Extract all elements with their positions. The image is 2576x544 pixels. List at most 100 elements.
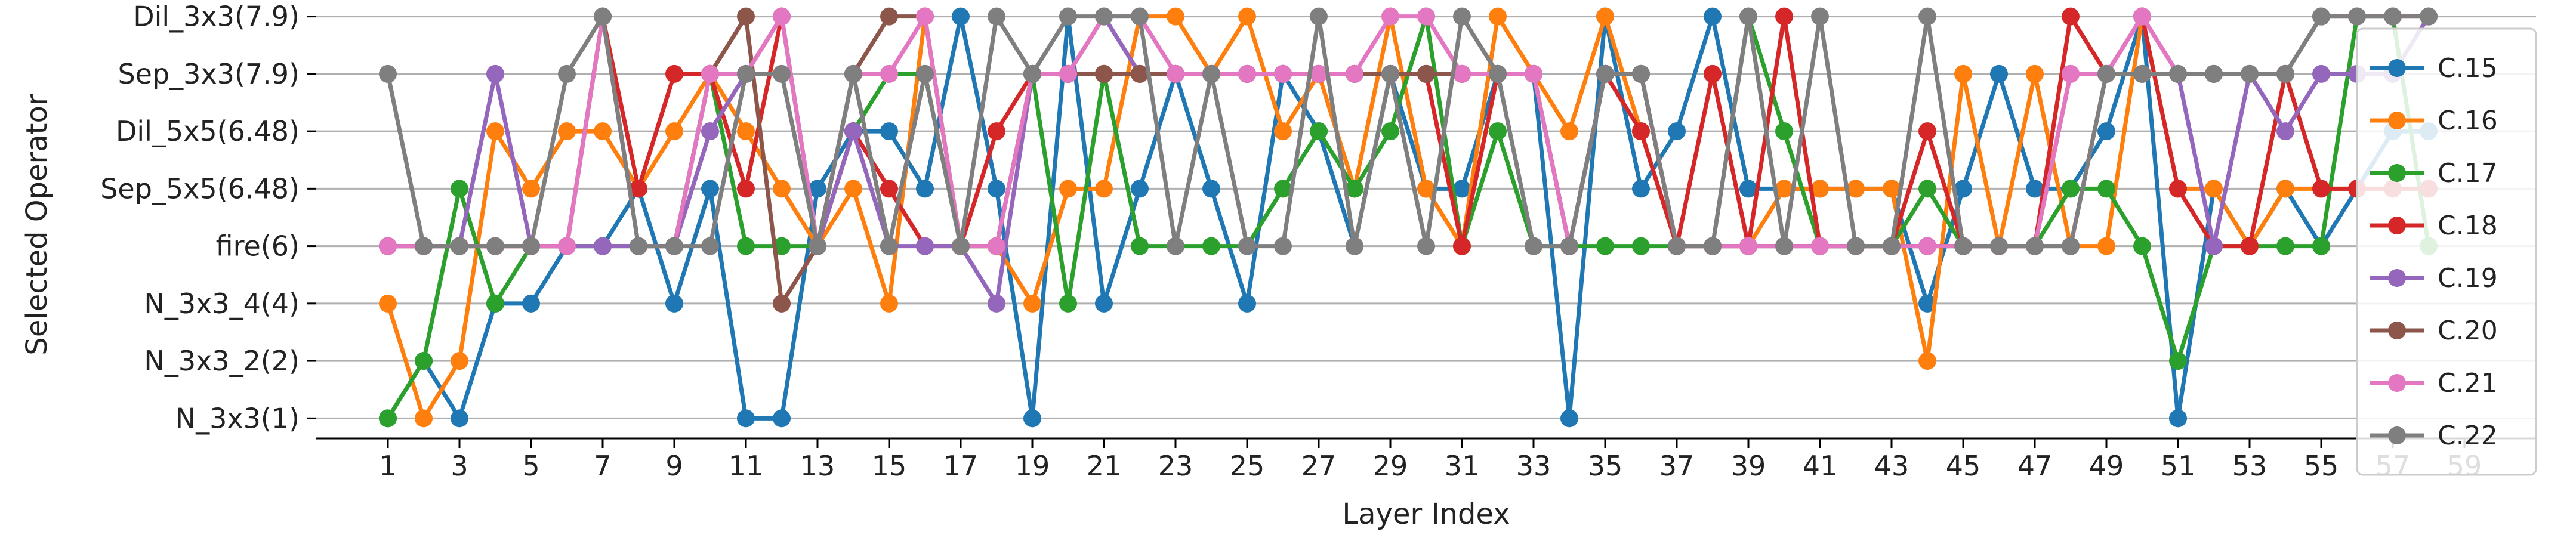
data-point — [594, 122, 612, 141]
data-point — [1560, 409, 1578, 428]
series-line — [385, 14, 2429, 249]
data-point — [2312, 64, 2330, 83]
data-point — [522, 180, 540, 198]
data-point — [1632, 237, 1650, 255]
data-point — [2205, 180, 2223, 198]
data-point — [1560, 237, 1578, 255]
data-point — [1095, 64, 1113, 83]
data-point — [630, 180, 647, 198]
x-tick-label: 9 — [665, 450, 683, 482]
data-point — [1167, 7, 1184, 26]
data-point — [594, 7, 612, 26]
data-point — [1453, 237, 1471, 255]
data-point — [1453, 64, 1471, 83]
data-point — [522, 294, 540, 313]
data-point — [916, 64, 934, 83]
data-point — [558, 64, 576, 83]
data-point — [451, 352, 468, 370]
data-point — [2133, 64, 2151, 83]
data-point — [844, 122, 862, 141]
data-point — [1131, 64, 1149, 83]
legend-label: C.20 — [2438, 316, 2498, 346]
data-point — [2169, 352, 2187, 370]
data-point — [1632, 180, 1650, 198]
data-point — [2276, 64, 2294, 83]
data-point — [880, 294, 898, 313]
data-point — [1238, 64, 1256, 83]
data-point — [1274, 180, 1292, 198]
data-point — [2205, 237, 2223, 255]
x-tick-label: 45 — [1946, 450, 1981, 482]
data-point — [2169, 409, 2187, 428]
data-point — [2133, 7, 2151, 26]
data-point — [2169, 64, 2187, 83]
data-point — [988, 122, 1005, 141]
x-tick-label: 3 — [451, 450, 468, 482]
legend-label: C.22 — [2438, 421, 2498, 451]
x-tick-label: 41 — [1803, 450, 1838, 482]
data-point — [486, 122, 504, 141]
data-point — [916, 237, 934, 255]
data-point — [1990, 237, 2008, 255]
legend-item: C.17 — [2370, 158, 2498, 188]
y-ticks: N_3x3(1) N_3x3_2(2) N_3x3_4(4) fire(6) Sep_5… — [100, 1, 316, 434]
legend-item: C.18 — [2370, 211, 2498, 241]
data-point — [486, 237, 504, 255]
legend-marker — [2388, 217, 2406, 234]
data-point — [665, 122, 683, 141]
data-point — [1095, 294, 1113, 313]
data-point — [1704, 7, 1722, 26]
data-point — [1918, 294, 1936, 313]
data-point — [1167, 237, 1184, 255]
data-point — [2097, 64, 2115, 83]
data-point — [2097, 180, 2115, 198]
data-point — [665, 64, 683, 83]
data-point — [415, 352, 433, 370]
data-point — [2169, 180, 2187, 198]
data-point — [737, 237, 755, 255]
data-point — [1918, 180, 1936, 198]
data-point — [1023, 64, 1041, 83]
data-point — [1489, 122, 1507, 141]
data-point — [1560, 122, 1578, 141]
y-tick-label: Dil_3x3(7.9) — [133, 1, 300, 33]
legend-label: C.17 — [2438, 158, 2498, 188]
data-point — [2205, 64, 2223, 83]
data-point — [988, 237, 1005, 255]
data-point — [1274, 64, 1292, 83]
data-point — [1990, 64, 2008, 83]
data-point — [773, 180, 791, 198]
data-point — [1739, 237, 1757, 255]
data-point — [1704, 237, 1722, 255]
data-point — [1202, 64, 1220, 83]
data-point — [1381, 64, 1399, 83]
x-tick-label: 31 — [1445, 450, 1480, 482]
data-point — [2384, 7, 2402, 26]
data-point — [2312, 180, 2330, 198]
data-point — [1704, 64, 1722, 83]
data-point — [2062, 237, 2080, 255]
y-tick-label: N_3x3(1) — [175, 402, 300, 434]
legend-marker — [2388, 112, 2406, 129]
data-point — [2062, 7, 2080, 26]
data-point — [1489, 64, 1507, 83]
data-point — [1238, 237, 1256, 255]
data-point — [1095, 7, 1113, 26]
data-point — [1131, 180, 1149, 198]
legend-label: C.18 — [2438, 211, 2498, 241]
data-point — [773, 294, 791, 313]
x-tick-label: 19 — [1015, 450, 1050, 482]
data-point — [2312, 7, 2330, 26]
data-point — [1381, 122, 1399, 141]
data-point — [1883, 180, 1901, 198]
data-point — [379, 64, 397, 83]
data-point — [809, 237, 826, 255]
y-axis-title: Selected Operator — [20, 94, 54, 355]
data-point — [1525, 64, 1542, 83]
data-point — [1310, 64, 1328, 83]
x-tick-label: 43 — [1874, 450, 1909, 482]
x-tick-label: 5 — [522, 450, 539, 482]
legend-marker — [2388, 374, 2406, 392]
x-tick-label: 49 — [2089, 450, 2124, 482]
